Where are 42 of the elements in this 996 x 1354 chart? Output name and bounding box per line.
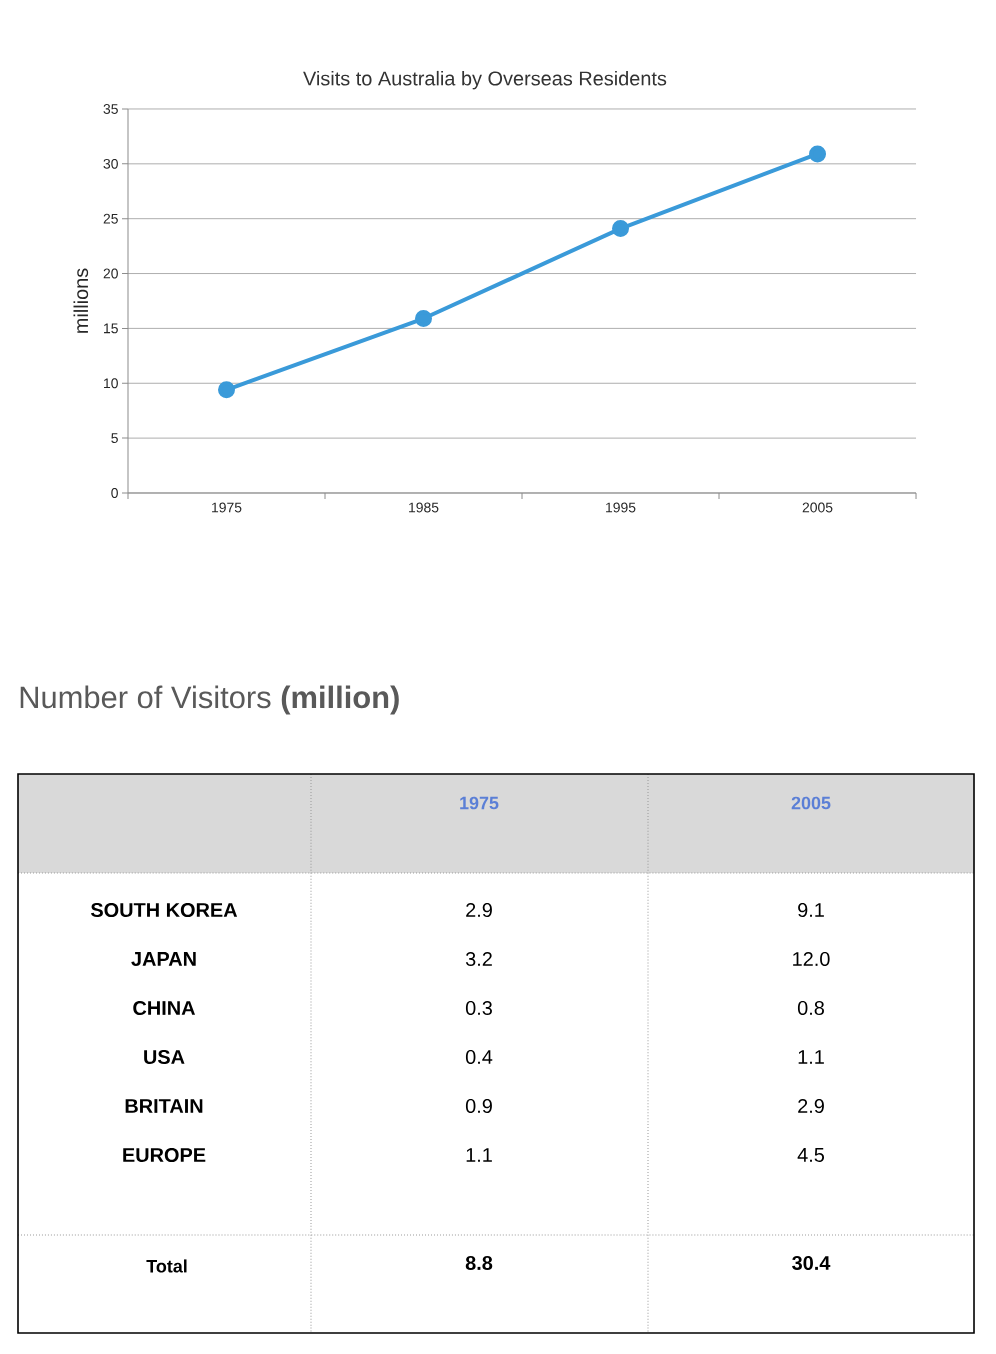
point (218, 381, 236, 399)
text: 2005 (791, 796, 831, 810)
category-label: USA (144, 1049, 185, 1065)
data-label: 1.1 (466, 1148, 492, 1162)
data-label: 2.9 (466, 902, 492, 918)
chart-title: Visits to Australia by Overseas Residents (303, 70, 667, 90)
text: Total (146, 1259, 187, 1273)
data-label: 2.9 (798, 1098, 824, 1114)
data-label: 0.3 (465, 1000, 492, 1016)
point (809, 145, 827, 163)
data-label: 9.1 (798, 902, 824, 918)
y-tick-label: 35 (103, 104, 118, 114)
category-label: EUROPE (123, 1147, 206, 1163)
data-label: 0.8 (797, 1000, 824, 1016)
y-tick-label: 15 (104, 323, 118, 334)
data-label: 4.5 (797, 1148, 825, 1162)
x-tick-label: 1985 (409, 502, 439, 513)
x-tick-label: 1995 (606, 502, 636, 513)
text: 30.4 (792, 1255, 831, 1271)
x-tick-label: 2005 (802, 502, 833, 513)
data-label: 12.0 (793, 951, 830, 967)
y-tick-label: 25 (103, 213, 118, 224)
y-axis-title: millions (73, 268, 89, 333)
data-label: 3.2 (465, 951, 492, 967)
y-tick-label: 0 (111, 488, 118, 498)
category-label: BRITAIN (125, 1099, 203, 1113)
x-tick-label: 1975 (212, 502, 242, 513)
y-tick-label: 5 (111, 433, 118, 443)
data-label: 0.9 (465, 1098, 492, 1114)
y-tick-label: 20 (103, 268, 118, 279)
category-label: SOUTH KOREA (90, 902, 238, 918)
y-tick-label: 30 (103, 158, 118, 169)
data-label: 1.1 (798, 1050, 824, 1064)
text: Number of Visitors (million) (20, 685, 399, 715)
text: 1975 (460, 796, 499, 810)
category-label: JAPAN (131, 952, 196, 966)
data-label: 0.4 (465, 1049, 493, 1065)
y-tick-label: 10 (104, 378, 118, 389)
point (415, 310, 433, 328)
point (612, 220, 630, 238)
category-label: CHINA (133, 1000, 196, 1016)
text: 8.8 (465, 1255, 493, 1271)
